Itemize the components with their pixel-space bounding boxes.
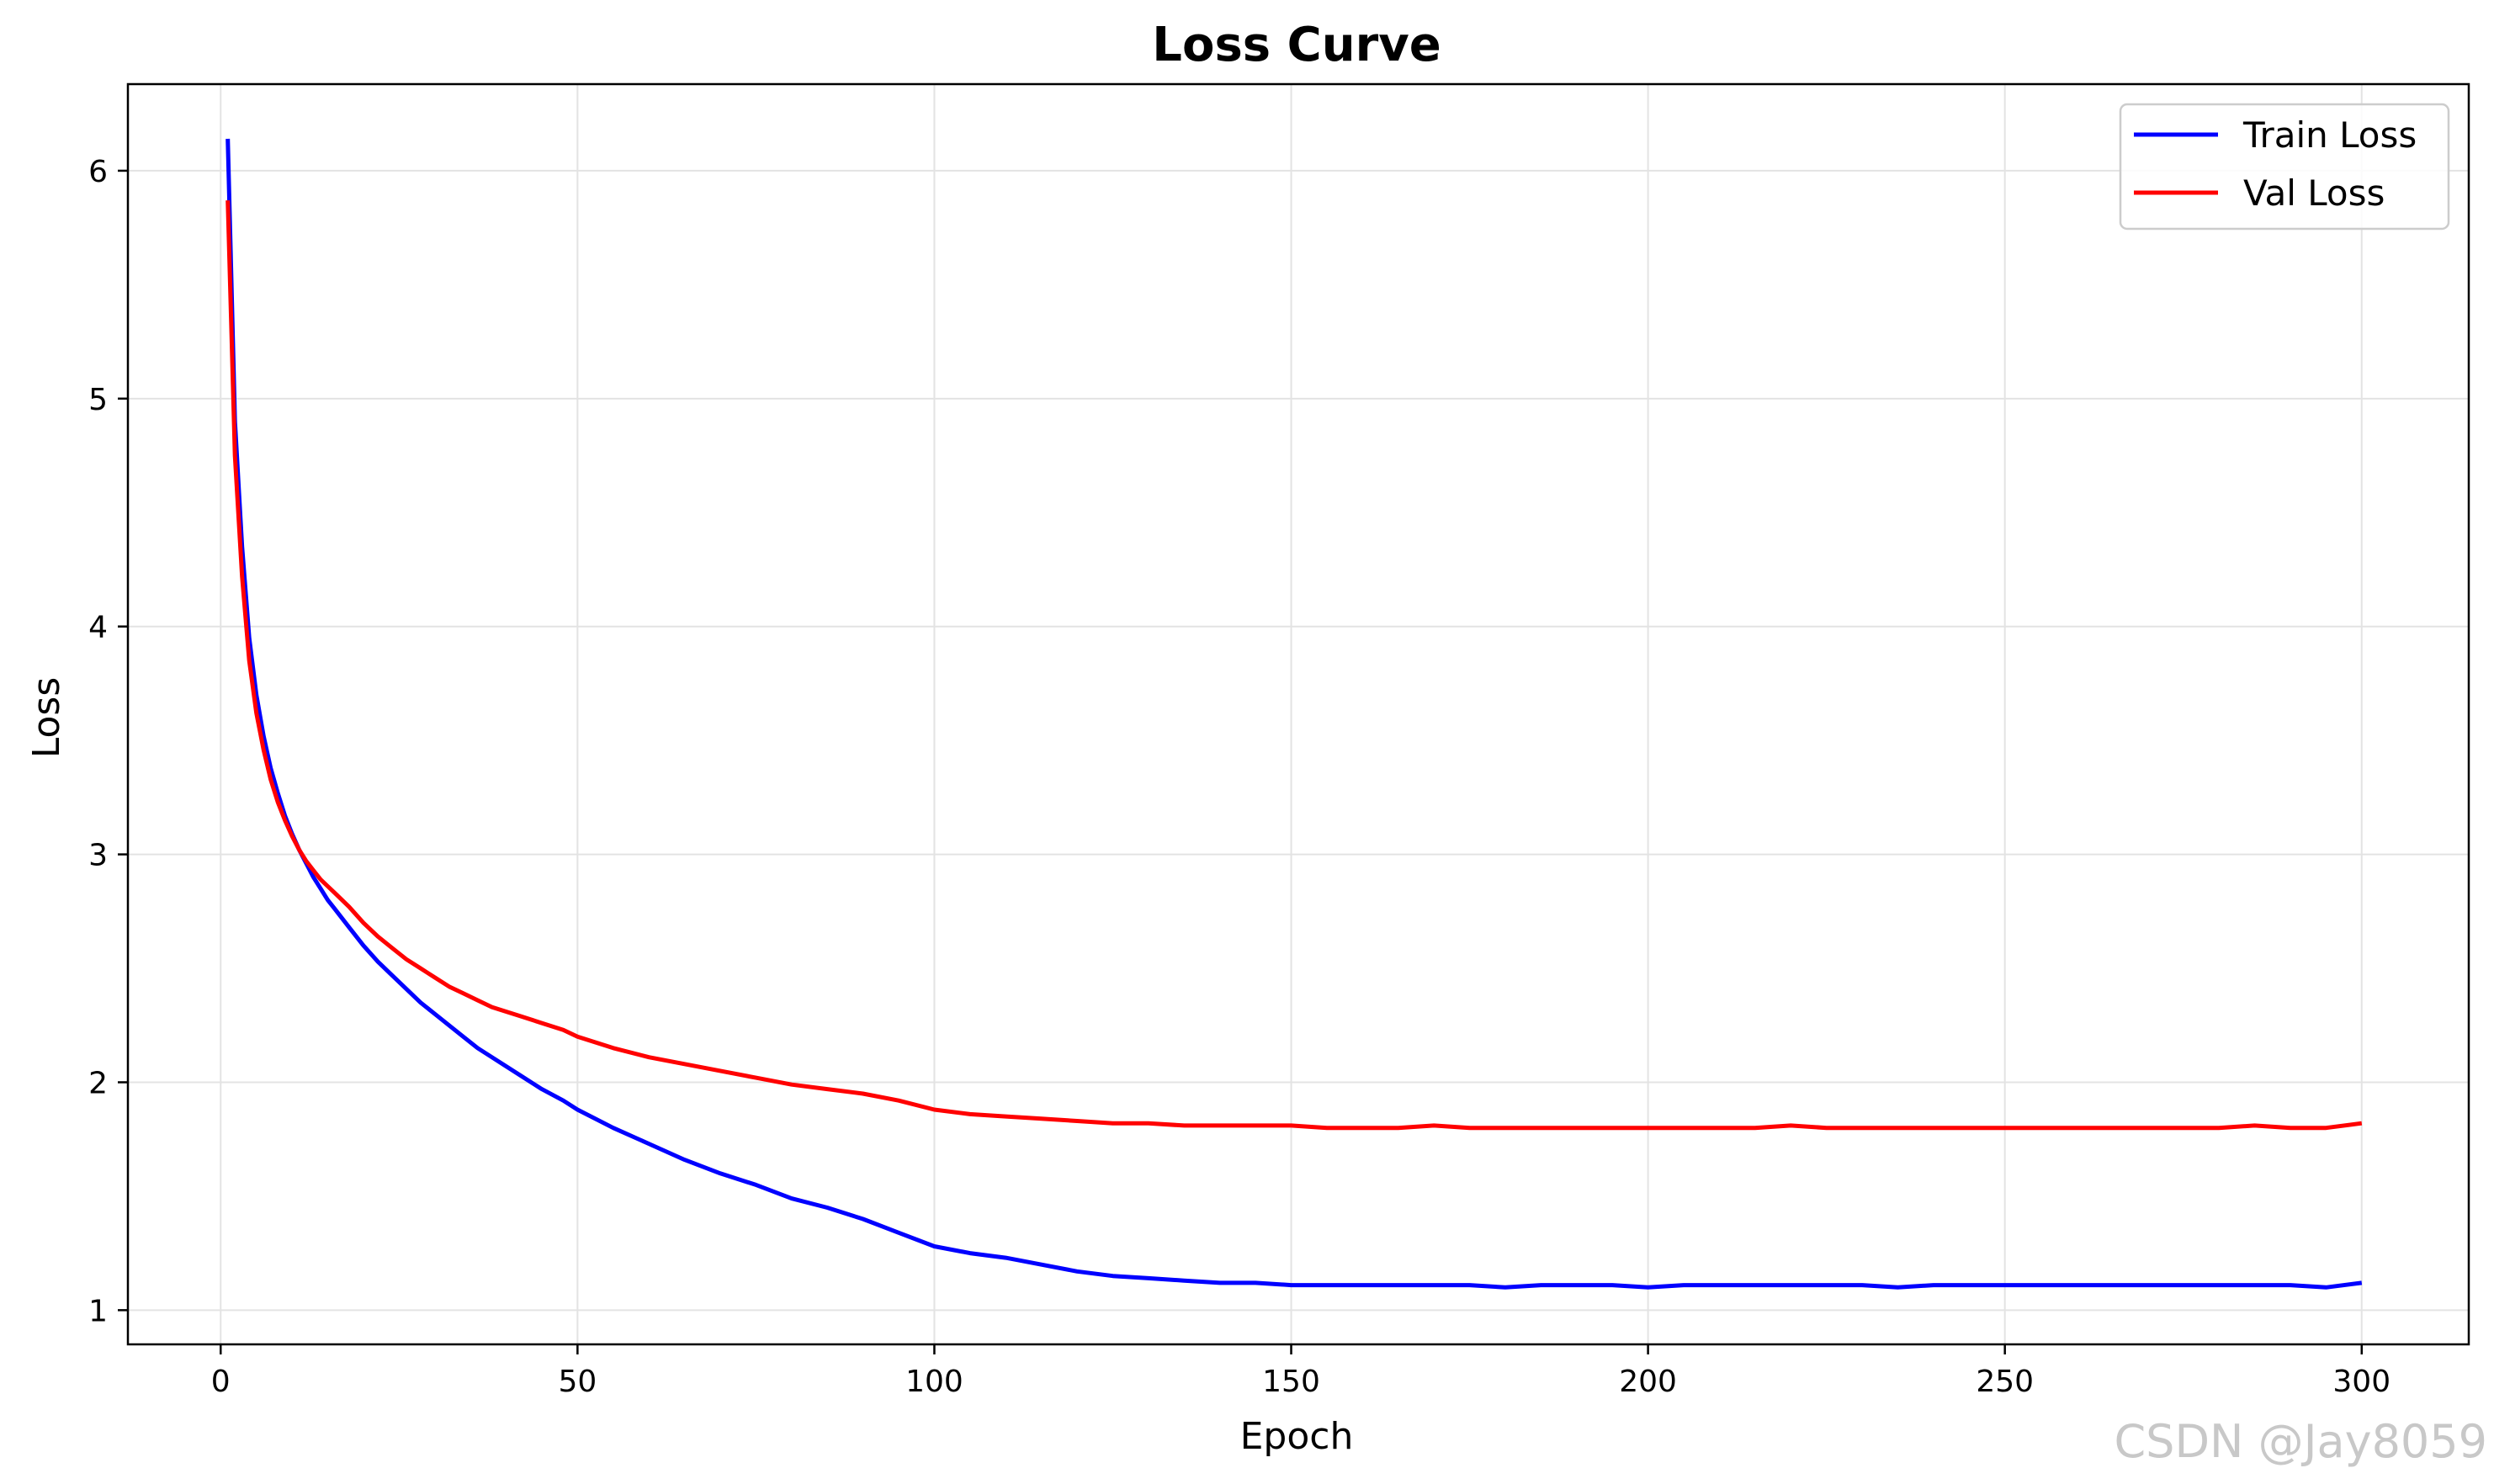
x-tick-label: 0 — [211, 1365, 231, 1399]
y-tick-label: 6 — [88, 155, 108, 189]
series-line-val-loss — [226, 200, 2363, 1131]
y-tick-label: 3 — [88, 839, 108, 873]
x-tick-label: 200 — [1619, 1365, 1677, 1399]
x-axis: 0 50 100 150 200 250 300 — [211, 1344, 2391, 1399]
series-layer — [226, 138, 2363, 1290]
y-axis: 1 2 3 4 5 6 — [88, 155, 128, 1328]
x-tick-label: 150 — [1262, 1365, 1320, 1399]
y-tick-label: 5 — [88, 383, 108, 417]
x-tick-label: 50 — [558, 1365, 597, 1399]
x-axis-label: Epoch — [1240, 1415, 1354, 1458]
legend-label-train-loss: Train Loss — [2242, 114, 2417, 156]
plot-frame — [126, 82, 2470, 1346]
grid — [128, 84, 2469, 1344]
series-line-train-loss — [226, 138, 2363, 1290]
chart-title: Loss Curve — [1152, 18, 1441, 72]
x-tick-label: 300 — [2332, 1365, 2391, 1399]
watermark: CSDN @Jay8059 — [2114, 1415, 2487, 1468]
x-tick-label: 250 — [1976, 1365, 2034, 1399]
x-tick-label: 100 — [905, 1365, 963, 1399]
y-tick-label: 4 — [88, 611, 108, 645]
y-tick-label: 2 — [88, 1066, 108, 1100]
y-tick-label: 1 — [88, 1294, 108, 1328]
legend-label-val-loss: Val Loss — [2243, 172, 2385, 214]
legend: Train Loss Val Loss — [2119, 103, 2450, 231]
y-axis-label: Loss — [25, 677, 68, 759]
